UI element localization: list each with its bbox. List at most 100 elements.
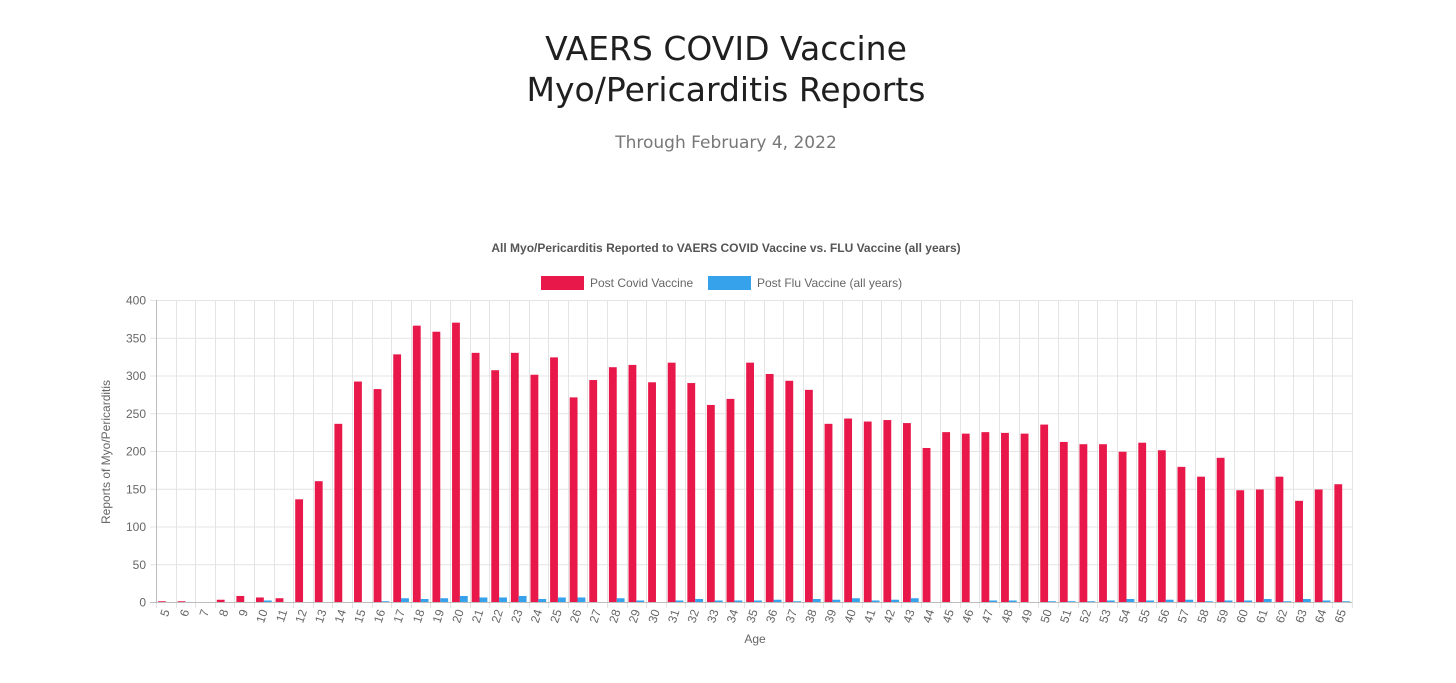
bar-covid-age-23[interactable] [510, 352, 519, 602]
bar-flu-age-43[interactable] [910, 598, 919, 602]
bar-covid-age-38[interactable] [804, 389, 813, 602]
bar-flu-age-32[interactable] [695, 598, 704, 602]
chart-legend[interactable]: Post Covid Vaccine Post Flu Vaccine (all … [541, 276, 902, 290]
bar-covid-age-34[interactable] [726, 398, 735, 602]
bar-flu-age-58[interactable] [1204, 601, 1213, 602]
bar-covid-age-48[interactable] [1001, 432, 1009, 602]
bar-flu-age-42[interactable] [891, 599, 900, 602]
bar-flu-age-57[interactable] [1185, 599, 1194, 602]
bar-covid-age-8[interactable] [216, 599, 225, 602]
bar-covid-age-17[interactable] [393, 354, 402, 602]
bar-covid-age-18[interactable] [412, 325, 421, 602]
bar-covid-age-10[interactable] [255, 597, 264, 602]
bar-flu-age-52[interactable] [1087, 601, 1096, 602]
legend-swatch-covid[interactable] [541, 276, 584, 290]
bar-covid-age-54[interactable] [1118, 451, 1127, 602]
legend-label-covid[interactable]: Post Covid Vaccine [590, 276, 693, 290]
bar-covid-age-15[interactable] [354, 381, 362, 602]
bar-flu-age-40[interactable] [852, 598, 860, 602]
bar-flu-age-41[interactable] [871, 600, 880, 602]
bar-covid-age-44[interactable] [922, 447, 931, 602]
bar-covid-age-31[interactable] [667, 362, 676, 602]
bar-flu-age-55[interactable] [1146, 600, 1154, 602]
bar-covid-age-12[interactable] [295, 499, 304, 602]
bar-flu-age-47[interactable] [989, 600, 998, 602]
bar-covid-age-30[interactable] [648, 382, 656, 602]
bar-covid-age-13[interactable] [314, 481, 323, 602]
legend-label-flu[interactable]: Post Flu Vaccine (all years) [757, 276, 902, 290]
bar-covid-age-64[interactable] [1314, 489, 1323, 603]
bar-flu-age-53[interactable] [1106, 600, 1115, 602]
bar-covid-age-65[interactable] [1334, 484, 1343, 602]
bar-covid-age-63[interactable] [1295, 500, 1303, 602]
bar-covid-age-21[interactable] [471, 352, 480, 602]
bar-covid-age-16[interactable] [373, 389, 382, 602]
bar-flu-age-34[interactable] [734, 600, 743, 602]
bar-covid-age-6[interactable] [177, 601, 186, 602]
bar-flu-age-31[interactable] [675, 600, 684, 602]
bar-flu-age-62[interactable] [1283, 601, 1292, 602]
bar-covid-age-55[interactable] [1138, 442, 1147, 602]
bar-flu-age-35[interactable] [754, 600, 762, 602]
bar-covid-age-11[interactable] [275, 598, 284, 602]
bar-covid-age-58[interactable] [1197, 476, 1205, 602]
bar-covid-age-26[interactable] [569, 397, 578, 602]
bar-covid-age-62[interactable] [1275, 476, 1284, 602]
bar-covid-age-35[interactable] [746, 362, 754, 602]
legend-swatch-flu[interactable] [708, 276, 751, 290]
bar-covid-age-33[interactable] [706, 404, 715, 602]
bar-covid-age-42[interactable] [883, 420, 892, 602]
bar-flu-age-33[interactable] [714, 600, 723, 602]
bar-covid-age-50[interactable] [1040, 424, 1049, 602]
bar-covid-age-51[interactable] [1059, 441, 1068, 602]
bar-flu-age-54[interactable] [1126, 598, 1135, 602]
bar-covid-age-45[interactable] [942, 432, 951, 603]
bar-flu-age-25[interactable] [557, 597, 566, 602]
bar-flu-age-60[interactable] [1244, 600, 1252, 602]
bar-covid-age-41[interactable] [863, 421, 872, 602]
bar-covid-age-49[interactable] [1020, 433, 1029, 602]
bar-flu-age-28[interactable] [616, 598, 625, 602]
bar-covid-age-9[interactable] [236, 595, 245, 602]
bar-flu-age-36[interactable] [773, 599, 782, 602]
bar-flu-age-65[interactable] [1342, 601, 1351, 602]
bar-flu-age-18[interactable] [420, 598, 429, 602]
bar-flu-age-38[interactable] [812, 598, 821, 602]
bar-flu-age-22[interactable] [499, 597, 507, 602]
bar-covid-age-25[interactable] [550, 357, 558, 602]
bar-flu-age-56[interactable] [1165, 599, 1174, 602]
bar-covid-age-22[interactable] [491, 370, 500, 602]
bar-flu-age-16[interactable] [381, 601, 390, 602]
bar-covid-age-14[interactable] [334, 423, 343, 602]
bar-covid-age-60[interactable] [1236, 490, 1245, 602]
bar-flu-age-50[interactable] [1048, 601, 1056, 602]
bar-covid-age-20[interactable] [452, 322, 460, 602]
bar-flu-age-23[interactable] [518, 595, 527, 602]
bar-covid-age-52[interactable] [1079, 444, 1088, 602]
bar-covid-age-19[interactable] [432, 331, 441, 602]
bar-covid-age-40[interactable] [844, 418, 853, 602]
bar-flu-age-17[interactable] [401, 598, 409, 602]
bar-covid-age-46[interactable] [961, 433, 970, 602]
bar-flu-age-19[interactable] [440, 598, 449, 602]
bar-covid-age-56[interactable] [1157, 450, 1166, 602]
bar-covid-age-36[interactable] [765, 373, 774, 602]
bar-flu-age-10[interactable] [263, 600, 272, 602]
bar-covid-age-57[interactable] [1177, 466, 1186, 602]
bar-covid-age-61[interactable] [1255, 489, 1264, 603]
bar-covid-age-39[interactable] [824, 423, 833, 602]
bar-flu-age-20[interactable] [459, 595, 468, 602]
bar-covid-age-27[interactable] [589, 380, 598, 602]
bar-flu-age-59[interactable] [1224, 600, 1233, 602]
bar-flu-age-61[interactable] [1263, 598, 1272, 602]
bar-covid-age-24[interactable] [530, 374, 539, 602]
bar-flu-age-24[interactable] [538, 598, 547, 602]
bar-flu-age-29[interactable] [636, 600, 645, 602]
bar-covid-age-37[interactable] [785, 380, 794, 602]
bar-covid-age-53[interactable] [1099, 444, 1107, 602]
bar-flu-age-51[interactable] [1067, 601, 1076, 602]
bar-covid-age-47[interactable] [981, 432, 990, 603]
bar-covid-age-29[interactable] [628, 364, 637, 602]
bar-flu-age-39[interactable] [832, 599, 841, 602]
bar-covid-age-43[interactable] [903, 423, 911, 602]
